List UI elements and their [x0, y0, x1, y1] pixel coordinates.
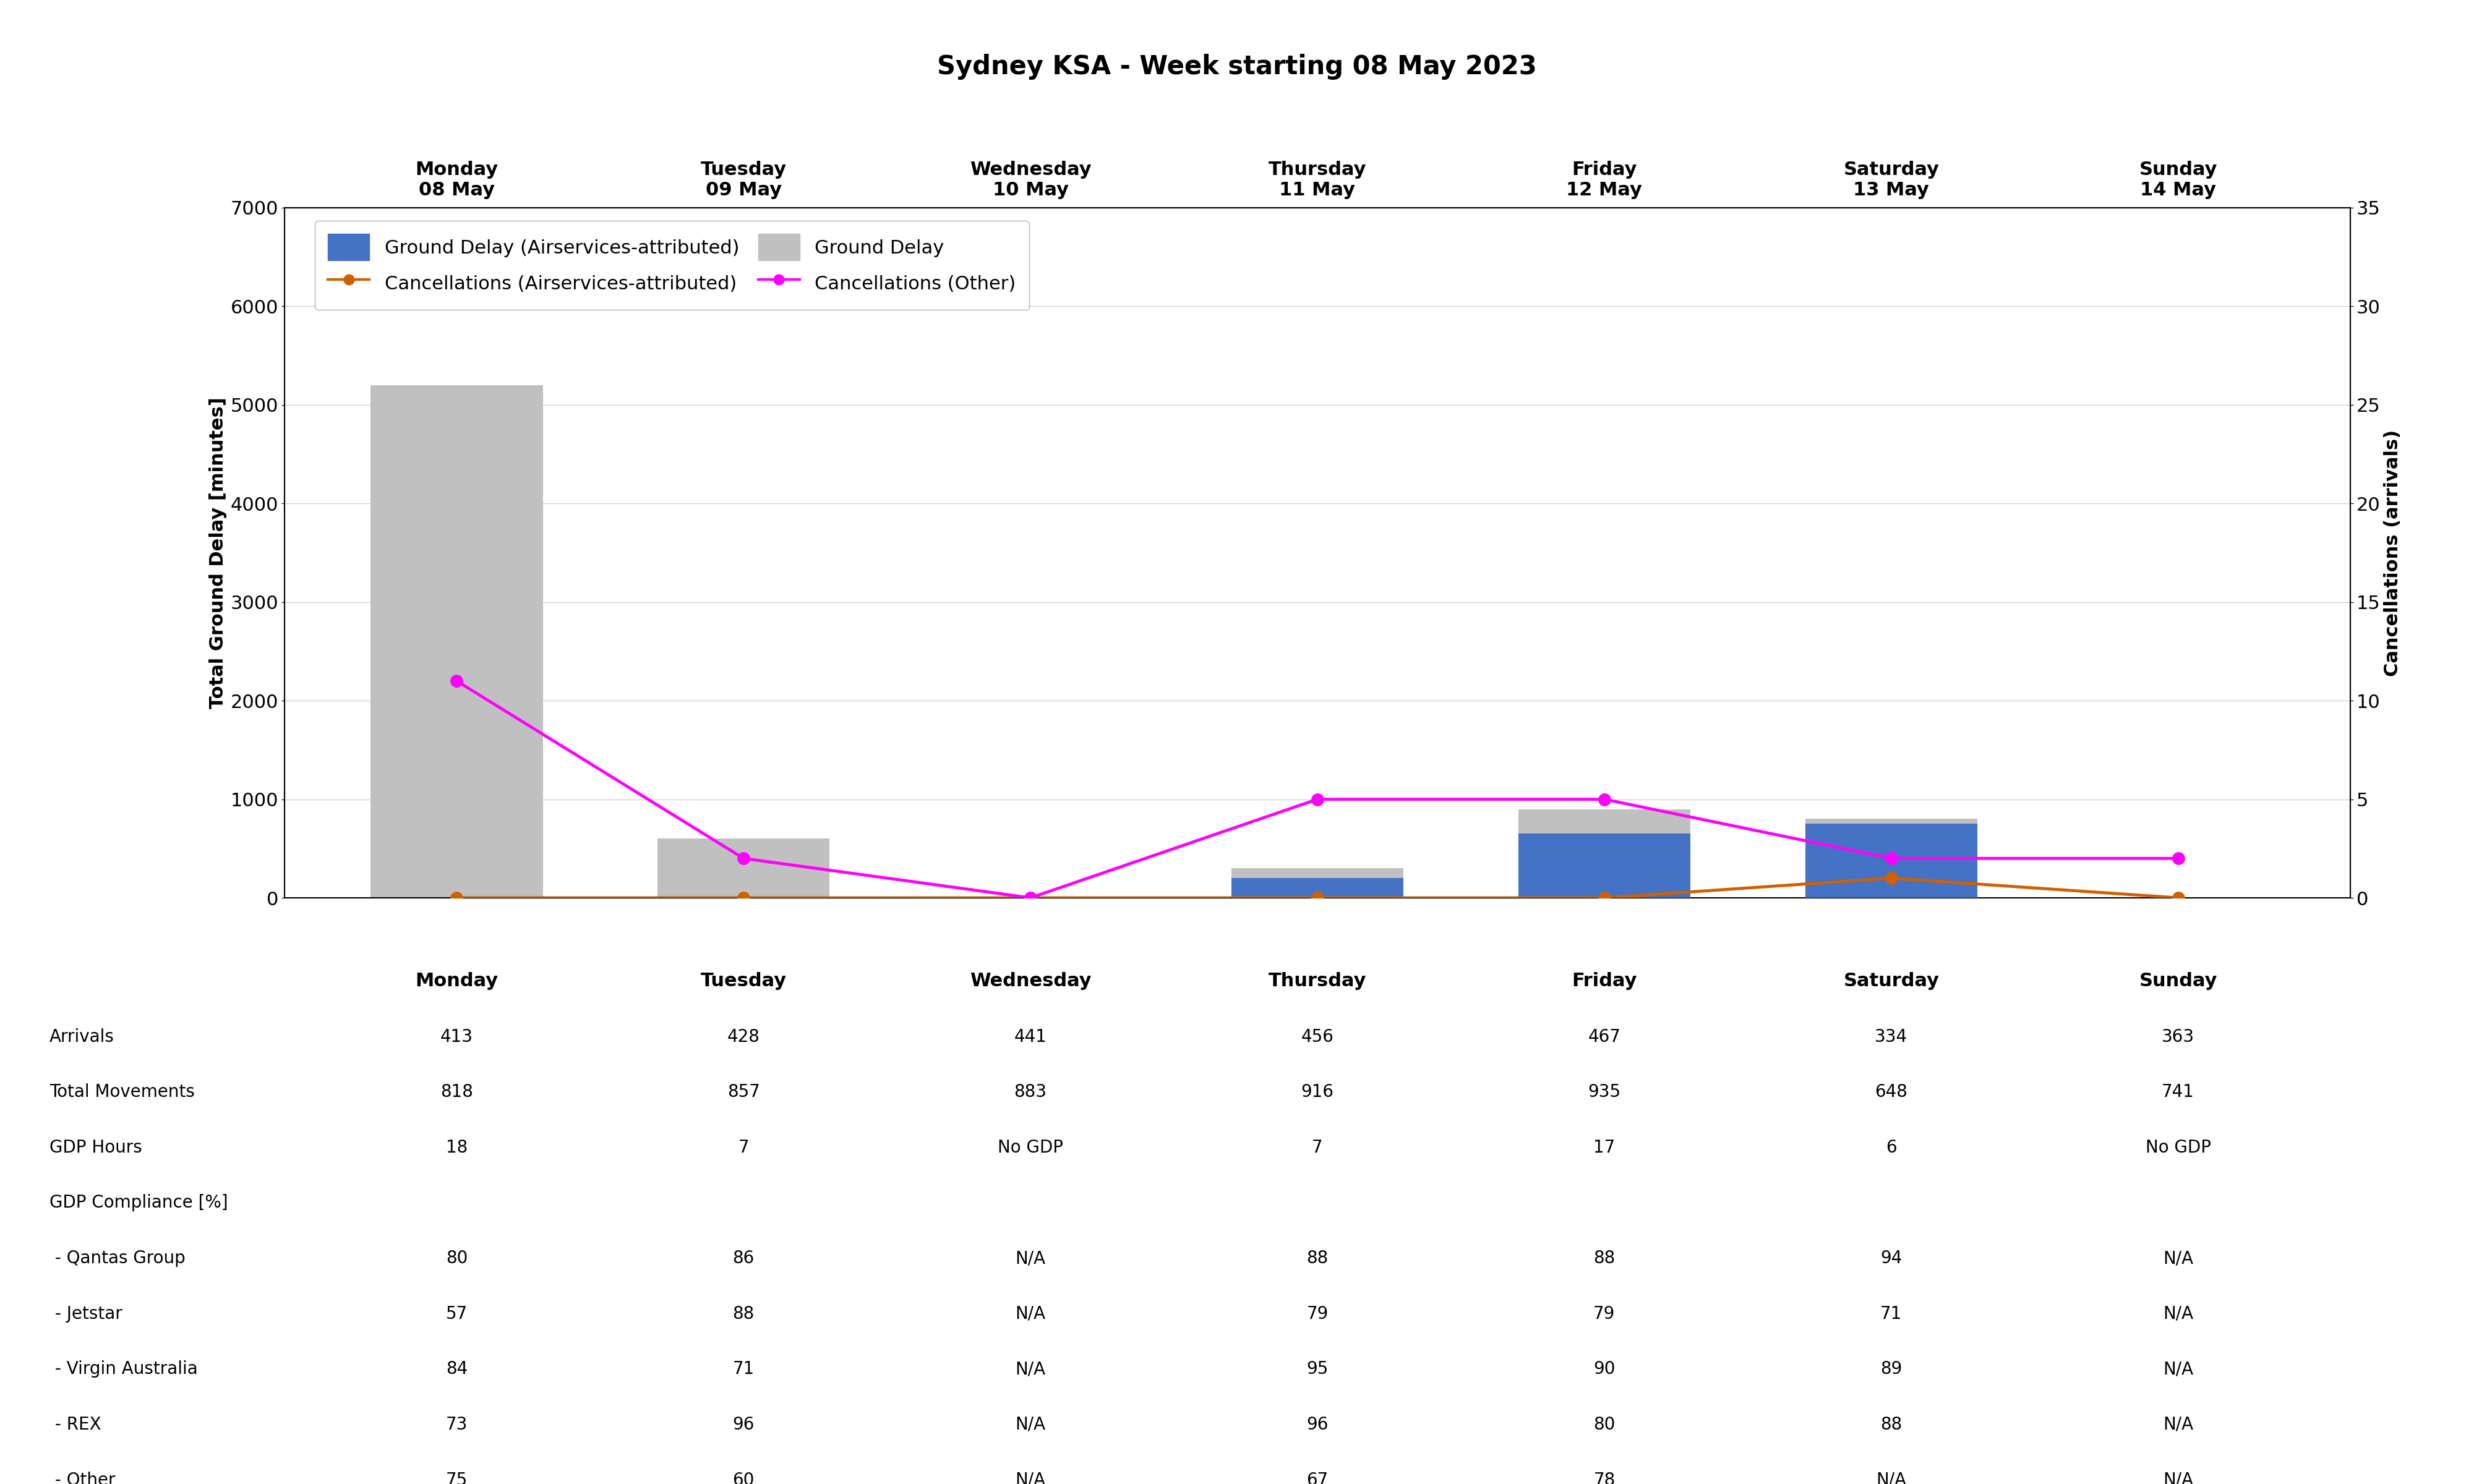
Bar — [371, 386, 542, 898]
Text: 18: 18 — [445, 1138, 468, 1156]
Text: 334: 334 — [1875, 1028, 1907, 1045]
Legend: Ground Delay (Airservices-attributed), Cancellations (Airservices-attributed), G: Ground Delay (Airservices-attributed), C… — [314, 221, 1029, 310]
Text: N/A: N/A — [2162, 1250, 2194, 1267]
Text: 80: 80 — [445, 1250, 468, 1267]
Text: Sunday: Sunday — [2140, 972, 2217, 990]
Bar — [1232, 868, 1403, 898]
Text: 818: 818 — [440, 1083, 473, 1101]
Text: 57: 57 — [445, 1304, 468, 1322]
Text: 741: 741 — [2162, 1083, 2194, 1101]
Text: 67: 67 — [1306, 1471, 1329, 1484]
Text: No GDP: No GDP — [997, 1138, 1064, 1156]
Bar — [1519, 834, 1690, 898]
Text: 79: 79 — [1306, 1304, 1329, 1322]
Text: 6: 6 — [1885, 1138, 1898, 1156]
Text: Wednesday: Wednesday — [970, 972, 1091, 990]
Text: N/A: N/A — [1014, 1304, 1047, 1322]
Text: 413: 413 — [440, 1028, 473, 1045]
Text: Thursday: Thursday — [1269, 972, 1366, 990]
Text: 79: 79 — [1593, 1304, 1616, 1322]
Text: 857: 857 — [727, 1083, 760, 1101]
Text: 7: 7 — [737, 1138, 750, 1156]
Text: N/A: N/A — [1014, 1250, 1047, 1267]
Y-axis label: Cancellations (arrivals): Cancellations (arrivals) — [2385, 429, 2402, 677]
Text: 95: 95 — [1306, 1361, 1329, 1377]
Text: 935: 935 — [1588, 1083, 1620, 1101]
Text: 96: 96 — [732, 1416, 755, 1434]
Text: 78: 78 — [1593, 1471, 1616, 1484]
Text: Total Movements: Total Movements — [49, 1083, 195, 1101]
Bar — [1806, 824, 1977, 898]
Text: 363: 363 — [2162, 1028, 2194, 1045]
Text: 96: 96 — [1306, 1416, 1329, 1434]
Text: Friday: Friday — [1571, 972, 1638, 990]
Text: 60: 60 — [732, 1471, 755, 1484]
Text: 88: 88 — [1306, 1250, 1329, 1267]
Text: GDP Hours: GDP Hours — [49, 1138, 141, 1156]
Text: - Virgin Australia: - Virgin Australia — [49, 1361, 198, 1377]
Text: N/A: N/A — [1875, 1471, 1907, 1484]
Bar — [1232, 879, 1403, 898]
Text: N/A: N/A — [1014, 1361, 1047, 1377]
Text: 89: 89 — [1880, 1361, 1903, 1377]
Text: - REX: - REX — [49, 1416, 101, 1434]
Text: No GDP: No GDP — [2145, 1138, 2212, 1156]
Text: N/A: N/A — [1014, 1416, 1047, 1434]
Text: 88: 88 — [732, 1304, 755, 1322]
Text: 7: 7 — [1311, 1138, 1324, 1156]
Text: 88: 88 — [1593, 1250, 1616, 1267]
Text: N/A: N/A — [2162, 1361, 2194, 1377]
Text: 75: 75 — [445, 1471, 468, 1484]
Text: Saturday: Saturday — [1843, 972, 1940, 990]
Text: Sydney KSA - Week starting 08 May 2023: Sydney KSA - Week starting 08 May 2023 — [938, 53, 1536, 80]
Text: 80: 80 — [1593, 1416, 1616, 1434]
Text: GDP Compliance [%]: GDP Compliance [%] — [49, 1195, 228, 1211]
Text: N/A: N/A — [2162, 1471, 2194, 1484]
Text: N/A: N/A — [1014, 1471, 1047, 1484]
Text: Tuesday: Tuesday — [700, 972, 787, 990]
Text: 94: 94 — [1880, 1250, 1903, 1267]
Text: 17: 17 — [1593, 1138, 1616, 1156]
Text: 916: 916 — [1301, 1083, 1333, 1101]
Text: - Other: - Other — [49, 1471, 116, 1484]
Text: 73: 73 — [445, 1416, 468, 1434]
Text: 467: 467 — [1588, 1028, 1620, 1045]
Text: 71: 71 — [732, 1361, 755, 1377]
Bar — [1519, 809, 1690, 898]
Text: Monday: Monday — [416, 972, 497, 990]
Text: - Qantas Group: - Qantas Group — [49, 1250, 186, 1267]
Text: 441: 441 — [1014, 1028, 1047, 1045]
Text: 84: 84 — [445, 1361, 468, 1377]
Bar — [1806, 819, 1977, 898]
Text: 428: 428 — [727, 1028, 760, 1045]
Text: 86: 86 — [732, 1250, 755, 1267]
Text: N/A: N/A — [2162, 1304, 2194, 1322]
Text: Arrivals: Arrivals — [49, 1028, 114, 1045]
Text: 90: 90 — [1593, 1361, 1616, 1377]
Bar — [658, 838, 829, 898]
Text: N/A: N/A — [2162, 1416, 2194, 1434]
Text: 883: 883 — [1014, 1083, 1047, 1101]
Text: 456: 456 — [1301, 1028, 1333, 1045]
Text: - Jetstar: - Jetstar — [49, 1304, 121, 1322]
Y-axis label: Total Ground Delay [minutes]: Total Ground Delay [minutes] — [210, 398, 228, 708]
Text: 71: 71 — [1880, 1304, 1903, 1322]
Text: 88: 88 — [1880, 1416, 1903, 1434]
Text: 648: 648 — [1875, 1083, 1907, 1101]
